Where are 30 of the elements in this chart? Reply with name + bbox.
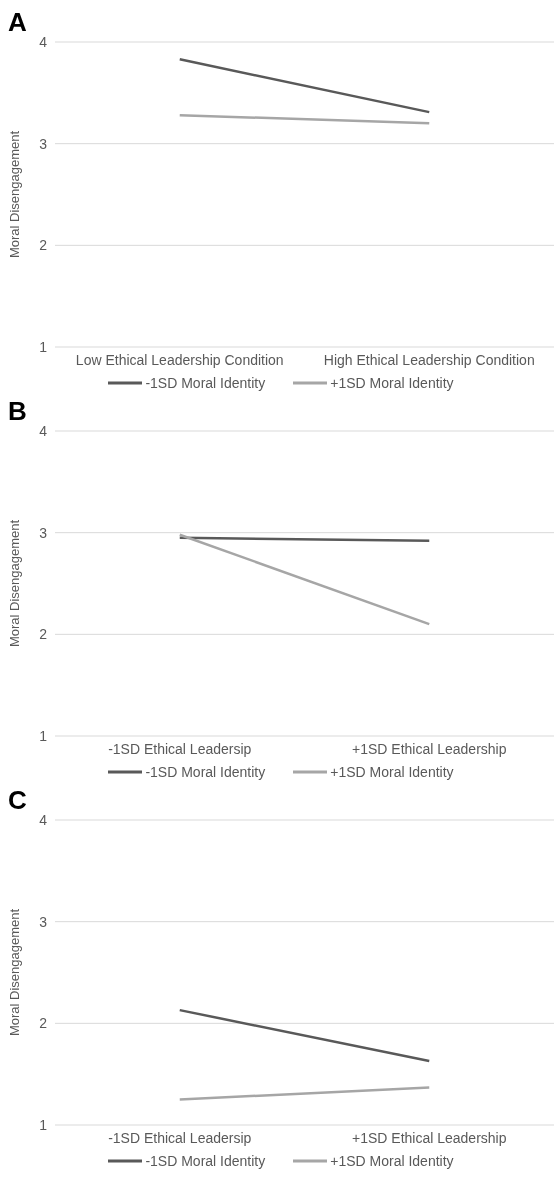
- legend-label: +1SD Moral Identity: [330, 375, 454, 391]
- x-tick-label: High Ethical Leadership Condition: [323, 351, 535, 368]
- y-tick-label: 4: [39, 422, 48, 439]
- chart-title: B: [8, 396, 27, 426]
- legend-label: -1SD Moral Identity: [145, 1153, 266, 1169]
- y-tick-label: 1: [39, 338, 48, 355]
- y-axis-title: Moral Disengagement: [6, 908, 22, 1037]
- y-tick-label: 1: [39, 1116, 48, 1133]
- x-tick-label: -1SD Ethical Leadersip: [108, 740, 252, 757]
- legend-label: -1SD Moral Identity: [145, 375, 266, 391]
- y-axis-title: Moral Disengagement: [6, 519, 22, 648]
- y-tick-label: 4: [39, 811, 48, 828]
- y-tick-label: 4: [39, 33, 48, 50]
- y-tick-label: 3: [39, 135, 48, 152]
- y-tick-label: 3: [39, 524, 48, 541]
- y-tick-label: 2: [39, 626, 48, 643]
- y-tick-label: 3: [39, 913, 48, 930]
- y-tick-label: 2: [39, 1015, 48, 1032]
- y-tick-label: 2: [39, 237, 48, 254]
- x-tick-label: Low Ethical Leadership Condition: [75, 351, 284, 368]
- x-tick-label: +1SD Ethical Leadership: [352, 1129, 507, 1146]
- chart-title: C: [8, 785, 27, 815]
- legend-label: +1SD Moral Identity: [330, 1153, 454, 1169]
- chart-title: A: [8, 7, 27, 37]
- y-tick-label: 1: [39, 727, 48, 744]
- legend-label: +1SD Moral Identity: [330, 764, 454, 780]
- x-tick-label: +1SD Ethical Leadership: [352, 740, 507, 757]
- legend-label: -1SD Moral Identity: [145, 764, 266, 780]
- x-tick-label: -1SD Ethical Leadersip: [108, 1129, 252, 1146]
- y-axis-title: Moral Disengagement: [6, 130, 22, 259]
